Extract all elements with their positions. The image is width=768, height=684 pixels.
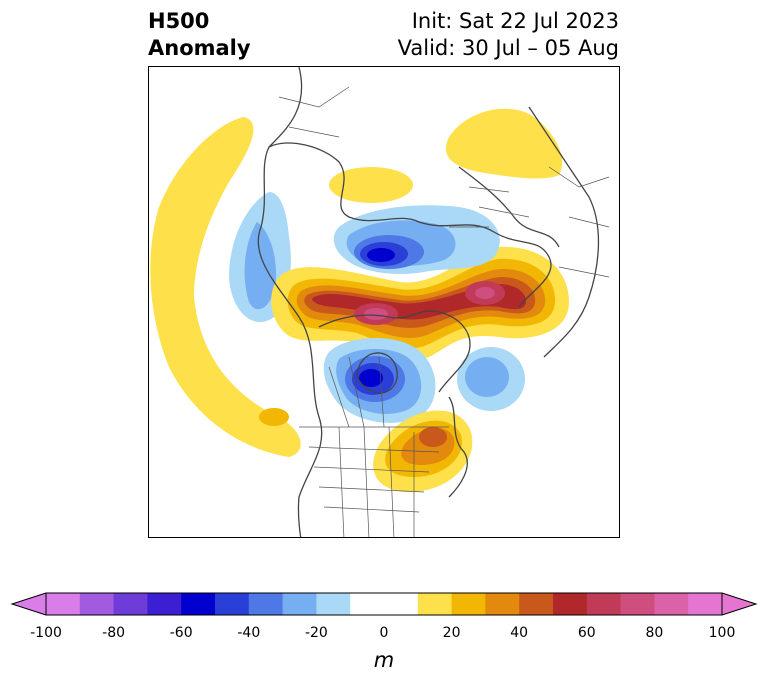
title-valid-range: Valid: 30 Jul – 05 Aug: [397, 36, 619, 60]
colorbar-bin: [417, 593, 453, 615]
colorbar-tick-label: -100: [30, 625, 62, 641]
north-atlantic-low: [457, 347, 525, 411]
colorbar-tick-label: 40: [510, 625, 529, 641]
colorbar-tick-label: -40: [237, 625, 261, 641]
colorbar-tick-label: -60: [169, 625, 193, 641]
colorbar-bin: [586, 593, 622, 615]
colorbar-units: m: [373, 648, 395, 672]
colorbar-bin: [248, 593, 284, 615]
colorbar-bin: [620, 593, 655, 615]
colorbar-tick-label: -20: [304, 625, 328, 641]
colorbar-bin: [46, 593, 81, 615]
colorbar-bin: [316, 593, 351, 615]
political-borders: [278, 86, 610, 537]
map-title-right: Init: Sat 22 Jul 2023 Valid: 30 Jul – 05…: [398, 8, 619, 62]
colorbar-bin: [181, 593, 216, 615]
colorbar-bin: [485, 593, 520, 615]
colorbar-bin: [553, 593, 588, 615]
title-variable: H500: [148, 9, 210, 33]
colorbar-frame: [45, 592, 723, 616]
coastlines: [257, 67, 600, 537]
colorbar-tick-label: -80: [102, 625, 126, 641]
colorbar-bin: [282, 593, 317, 615]
colorbar: [10, 592, 758, 616]
title-anomaly: Anomaly: [148, 36, 251, 60]
colorbar-extend-outline: [10, 592, 758, 616]
colorbar-bin: [350, 593, 419, 615]
colorbar-bin: [215, 593, 250, 615]
colorbar-bin: [519, 593, 554, 615]
colorbar-bin: [147, 593, 182, 615]
siberia-ridge-small: [329, 167, 413, 203]
map-svg: [150, 67, 610, 537]
colorbar-bin: [688, 593, 723, 615]
colorbar-tick-label: 20: [442, 625, 461, 641]
colorbar-bin: [654, 593, 689, 615]
title-init-date: Init: Sat 22 Jul 2023: [411, 9, 619, 33]
colorbar-tick-label: 100: [708, 625, 736, 641]
siberia-low: [333, 205, 500, 274]
colorbar-tick-label: 60: [577, 625, 596, 641]
pacific-ridge-arc: [150, 117, 301, 457]
colorbar-bin: [79, 593, 115, 615]
colorbar-tick-label: 0: [379, 625, 389, 641]
colorbar-bin: [113, 593, 148, 615]
map-title-left: H500 Anomaly: [148, 8, 251, 62]
colorbar-extend-low: [12, 593, 46, 615]
china-ridge: [445, 108, 563, 179]
anomaly-map: [148, 66, 620, 538]
colorbar-tick-label: 80: [645, 625, 664, 641]
colorbar-bin: [451, 593, 486, 615]
hudson-bay-low: [323, 337, 436, 423]
colorbar-extend-high: [722, 593, 756, 615]
